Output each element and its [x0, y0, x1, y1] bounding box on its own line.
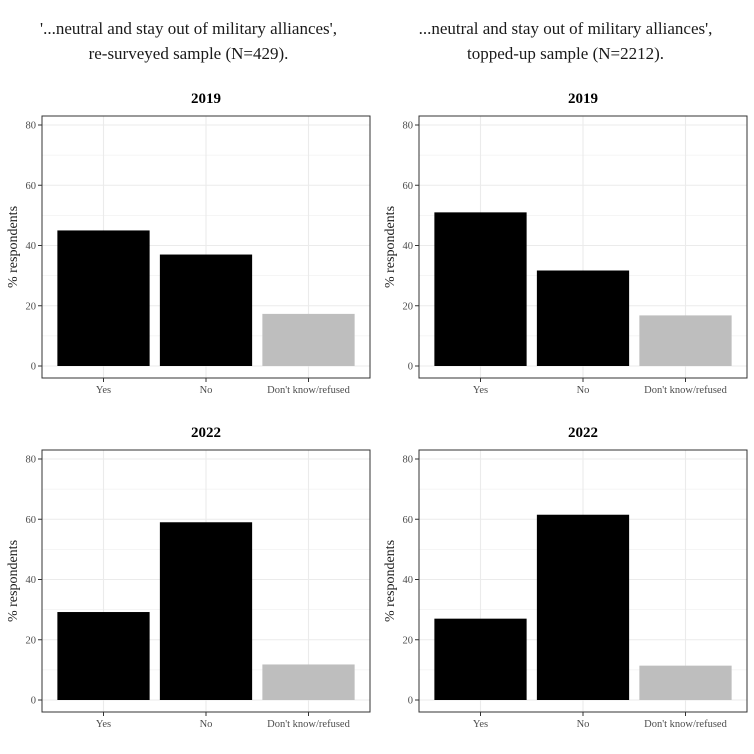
chart-panel-2019-resurveyed: 2019 0 20 40 60 80 Yes No Don't know/refused % re… — [6, 91, 371, 396]
y-tick-label: 20 — [403, 635, 414, 646]
y-tick-label: 0 — [31, 362, 36, 373]
column-title-left-line2: re-surveyed sample (N=429). — [88, 44, 289, 63]
chart-panel-2019-toppedup: 2019 0 20 40 60 80 Yes No Don't know/refused % re… — [383, 91, 748, 396]
y-tick-label: 60 — [26, 181, 37, 192]
bar-yes — [434, 618, 527, 700]
y-axis-label: % respondents — [6, 206, 21, 288]
column-title-right: ...neutral and stay out of military alli… — [377, 16, 754, 66]
x-tick-label: Don't know/refused — [644, 385, 727, 396]
bar-no — [536, 270, 630, 366]
chart-panel-2022-resurveyed: 2022 0 20 40 60 80 Yes No Don't know/refused % re… — [6, 425, 371, 730]
x-tick-label: No — [577, 719, 590, 730]
column-title-left: '...neutral and stay out of military all… — [0, 16, 377, 66]
column-title-right-line1: ...neutral and stay out of military alli… — [418, 19, 713, 38]
y-tick-label: 0 — [31, 696, 36, 707]
x-tick-label: Yes — [473, 385, 488, 396]
y-tick-label: 40 — [403, 241, 414, 252]
bar-don-t-know-refused — [262, 664, 355, 700]
y-tick-label: 80 — [26, 455, 37, 466]
bar-don-t-know-refused — [262, 313, 355, 366]
panel-border — [41, 449, 371, 713]
bar-no — [536, 514, 630, 700]
y-axis-label: % respondents — [6, 540, 21, 622]
panel-title: 2022 — [191, 425, 221, 441]
y-tick-label: 20 — [26, 301, 37, 312]
x-tick-label: Don't know/refused — [267, 719, 350, 730]
y-tick-label: 0 — [408, 362, 413, 373]
x-tick-label: Yes — [96, 719, 111, 730]
bar-yes — [434, 212, 527, 366]
x-tick-label: Yes — [473, 719, 488, 730]
column-title-left-line1: '...neutral and stay out of military all… — [40, 19, 337, 38]
panel-border — [418, 449, 748, 713]
column-title-right-line2: topped-up sample (N=2212). — [466, 44, 665, 63]
panel-title: 2019 — [191, 91, 221, 107]
panel-title: 2022 — [568, 425, 598, 441]
y-tick-label: 60 — [403, 181, 414, 192]
bar-don-t-know-refused — [639, 315, 732, 366]
bar-no — [159, 522, 253, 700]
panel-border — [418, 115, 748, 379]
x-tick-label: Don't know/refused — [267, 385, 350, 396]
panel-title: 2019 — [568, 91, 598, 107]
y-tick-label: 0 — [408, 696, 413, 707]
y-tick-label: 80 — [26, 121, 37, 132]
bar-yes — [57, 230, 150, 366]
y-tick-label: 80 — [403, 455, 414, 466]
y-tick-label: 20 — [26, 635, 37, 646]
y-tick-label: 60 — [26, 515, 37, 526]
y-tick-label: 40 — [26, 575, 37, 586]
bar-don-t-know-refused — [639, 665, 732, 700]
bar-yes — [57, 612, 150, 700]
y-axis-label: % respondents — [383, 540, 398, 622]
y-tick-label: 60 — [403, 515, 414, 526]
panel-border — [41, 115, 371, 379]
x-tick-label: No — [200, 385, 213, 396]
x-tick-label: Yes — [96, 385, 111, 396]
bar-no — [159, 254, 253, 366]
y-tick-label: 40 — [403, 575, 414, 586]
y-tick-label: 40 — [26, 241, 37, 252]
y-tick-label: 80 — [403, 121, 414, 132]
x-tick-label: No — [577, 385, 590, 396]
y-axis-label: % respondents — [383, 206, 398, 288]
x-tick-label: No — [200, 719, 213, 730]
x-tick-label: Don't know/refused — [644, 719, 727, 730]
chart-panel-2022-toppedup: 2022 0 20 40 60 80 Yes No Don't know/refused % re… — [383, 425, 748, 730]
y-tick-label: 20 — [403, 301, 414, 312]
